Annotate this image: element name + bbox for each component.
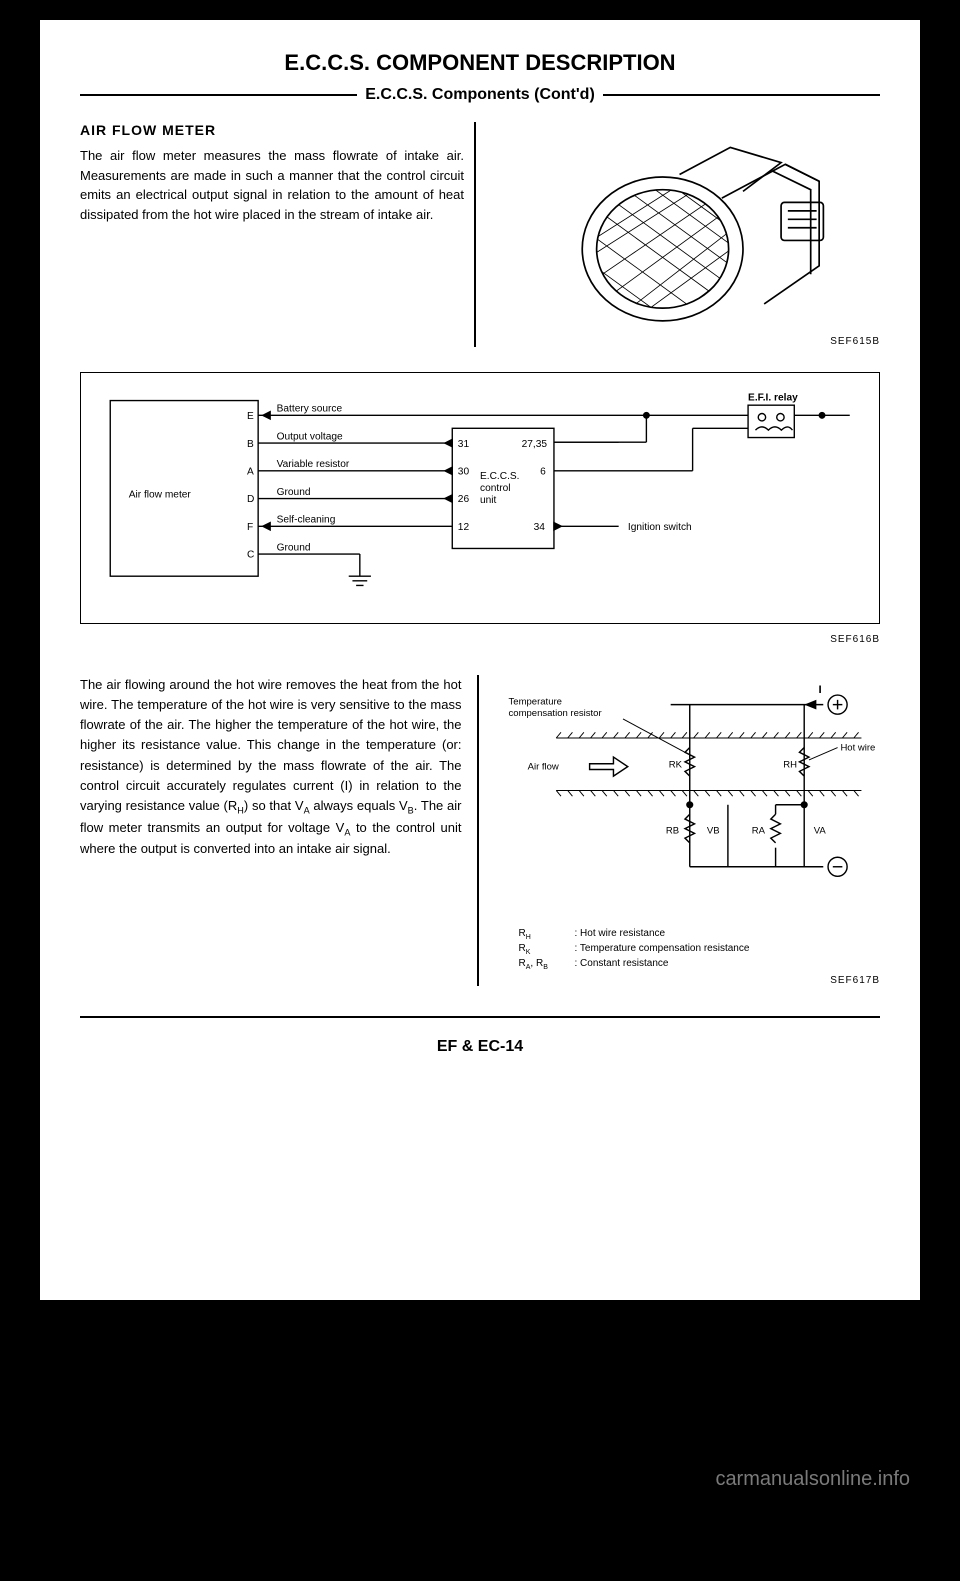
afm-box-label: Air flow meter bbox=[129, 490, 192, 501]
svg-text:compensation resistor: compensation resistor bbox=[508, 708, 602, 719]
circuit-legend: RH: Hot wire resistance RK: Temperature … bbox=[499, 928, 881, 971]
svg-text:30: 30 bbox=[458, 467, 470, 478]
svg-text:C: C bbox=[247, 550, 254, 561]
svg-text:RB: RB bbox=[665, 825, 678, 836]
section1-body: The air flow meter measures the mass flo… bbox=[80, 146, 464, 224]
svg-text:Temperature: Temperature bbox=[508, 697, 561, 708]
wiring-diagram: Air flow meter E B A D F C Battery sourc… bbox=[80, 372, 880, 624]
svg-text:34: 34 bbox=[534, 522, 546, 533]
rule-right bbox=[603, 94, 880, 96]
svg-text:F: F bbox=[247, 522, 253, 533]
svg-text:control: control bbox=[480, 483, 510, 494]
section1-figure: SEF615B bbox=[496, 122, 880, 347]
svg-text:A: A bbox=[247, 467, 254, 478]
svg-text:I: I bbox=[818, 684, 821, 696]
svg-text:Ground: Ground bbox=[277, 487, 311, 498]
svg-text:RH: RH bbox=[783, 760, 797, 771]
air-flow-meter-illustration bbox=[496, 122, 880, 342]
svg-text:Ground: Ground bbox=[277, 542, 311, 553]
subtitle-row: E.C.C.S. Components (Cont'd) bbox=[80, 86, 880, 104]
page-title: E.C.C.S. COMPONENT DESCRIPTION bbox=[80, 50, 880, 76]
svg-text:D: D bbox=[247, 494, 254, 505]
section3-body: The air flowing around the hot wire remo… bbox=[80, 675, 462, 859]
watermark: carmanualsonline.info bbox=[715, 1468, 910, 1491]
svg-text:27,35: 27,35 bbox=[522, 439, 548, 450]
section3-text: The air flowing around the hot wire remo… bbox=[80, 675, 479, 986]
svg-text:Air flow: Air flow bbox=[527, 761, 558, 772]
svg-text:31: 31 bbox=[458, 439, 470, 450]
svg-text:VA: VA bbox=[813, 825, 826, 836]
svg-text:Ignition switch: Ignition switch bbox=[628, 522, 692, 533]
svg-text:unit: unit bbox=[480, 495, 497, 506]
svg-text:12: 12 bbox=[458, 522, 470, 533]
svg-text:Variable resistor: Variable resistor bbox=[277, 459, 350, 470]
svg-text:E.C.C.S.: E.C.C.S. bbox=[480, 471, 520, 482]
section1-text: AIR FLOW METER The air flow meter measur… bbox=[80, 122, 476, 347]
hot-wire-circuit-svg: I Temperature compensation resistor Hot … bbox=[499, 675, 881, 925]
svg-text:6: 6 bbox=[540, 467, 546, 478]
svg-text:RA: RA bbox=[751, 825, 765, 836]
section-air-flow-meter: AIR FLOW METER The air flow meter measur… bbox=[80, 122, 880, 347]
svg-text:Battery source: Battery source bbox=[277, 404, 343, 415]
svg-text:Output voltage: Output voltage bbox=[277, 431, 343, 442]
svg-text:Self-cleaning: Self-cleaning bbox=[277, 515, 336, 526]
page-number: EF & EC-14 bbox=[80, 1038, 880, 1056]
svg-text:26: 26 bbox=[458, 494, 470, 505]
fig-label-2: SEF616B bbox=[80, 634, 880, 645]
subtitle: E.C.C.S. Components (Cont'd) bbox=[357, 86, 603, 104]
page: E.C.C.S. COMPONENT DESCRIPTION E.C.C.S. … bbox=[40, 20, 920, 1300]
svg-text:E.F.I. relay: E.F.I. relay bbox=[748, 393, 798, 404]
svg-text:RK: RK bbox=[668, 760, 682, 771]
fig-label-1: SEF615B bbox=[830, 336, 880, 347]
outer-frame: E.C.C.S. COMPONENT DESCRIPTION E.C.C.S. … bbox=[0, 0, 960, 1581]
section-hot-wire: The air flowing around the hot wire remo… bbox=[80, 675, 880, 986]
fig-label-3: SEF617B bbox=[499, 975, 881, 986]
svg-text:B: B bbox=[247, 439, 254, 450]
wiring-diagram-svg: Air flow meter E B A D F C Battery sourc… bbox=[101, 388, 859, 598]
svg-text:VB: VB bbox=[706, 825, 719, 836]
section3-figure: I Temperature compensation resistor Hot … bbox=[499, 675, 881, 986]
footer-rule bbox=[80, 1016, 880, 1018]
svg-text:E: E bbox=[247, 411, 254, 422]
section1-heading: AIR FLOW METER bbox=[80, 122, 464, 138]
rule-left bbox=[80, 94, 357, 96]
svg-text:Hot wire: Hot wire bbox=[840, 742, 875, 753]
